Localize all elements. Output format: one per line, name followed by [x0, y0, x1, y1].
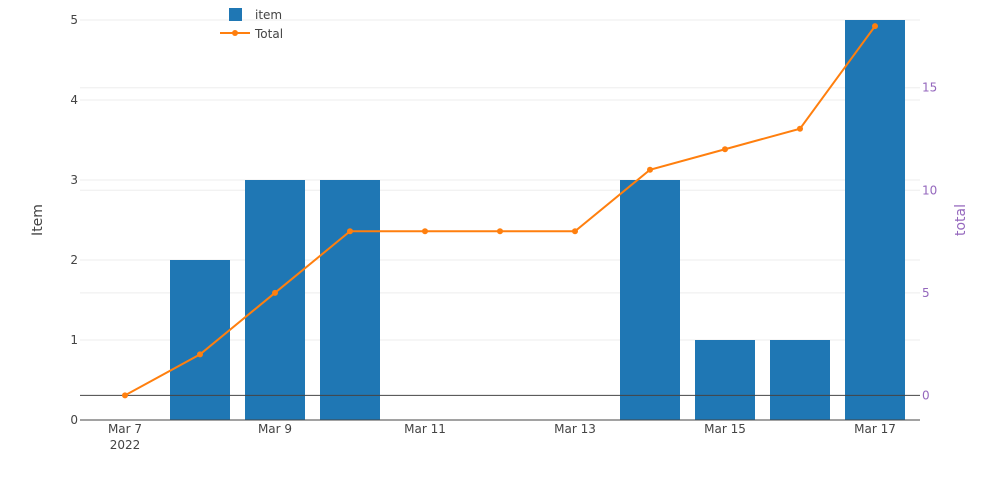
y-tick-label: 0	[70, 413, 78, 427]
item-bar	[845, 20, 905, 420]
y2-tick-label: 0	[922, 388, 930, 402]
x-tick-label: Mar 11	[404, 422, 446, 436]
bar-layer	[170, 20, 905, 420]
total-point	[572, 228, 578, 235]
item-bar	[245, 180, 305, 420]
y-tick-label: 3	[70, 173, 78, 187]
x-tick-sublabel: 2022	[110, 438, 141, 452]
y-axis-title: Item	[30, 204, 46, 236]
x-tick-label: Mar 15	[704, 422, 746, 436]
y2-tick-label: 10	[922, 183, 937, 197]
total-point	[722, 146, 728, 153]
legend-label-item: item	[255, 8, 282, 22]
x-tick-label: Mar 7	[108, 422, 142, 436]
item-bar	[170, 260, 230, 420]
y2-tick-label: 5	[922, 286, 930, 300]
item-bar	[620, 180, 680, 420]
label-layer: 0 1 2 3 4 5 0 5 10 15 Mar 7 2022 Mar 9 Mar 11 Mar 13 Ma…	[30, 13, 969, 452]
total-point	[797, 125, 803, 132]
total-point	[347, 228, 353, 235]
total-point	[272, 289, 278, 296]
y-tick-label: 4	[70, 93, 78, 107]
line-layer	[122, 23, 878, 399]
x-tick-label: Mar 9	[258, 422, 292, 436]
item-bar	[695, 340, 755, 420]
total-point	[497, 228, 503, 235]
total-point	[647, 166, 653, 173]
y-tick-label: 5	[70, 13, 78, 27]
y2-axis-title: total	[953, 204, 969, 236]
legend-label-total: Total	[254, 27, 283, 41]
x-tick-label: Mar 13	[554, 422, 596, 436]
item-bar	[770, 340, 830, 420]
legend: item Total	[220, 8, 283, 41]
legend-swatch-item	[229, 8, 242, 21]
y-tick-label: 1	[70, 333, 78, 347]
total-point	[197, 351, 203, 358]
total-point	[122, 392, 128, 399]
y-tick-label: 2	[70, 253, 78, 267]
x-tick-label: Mar 17	[854, 422, 896, 436]
y2-tick-label: 15	[922, 81, 937, 95]
item-bar	[320, 180, 380, 420]
total-point	[422, 228, 428, 235]
total-point	[872, 23, 878, 30]
axis-layer	[80, 394, 920, 421]
legend-marker-total	[232, 30, 238, 36]
